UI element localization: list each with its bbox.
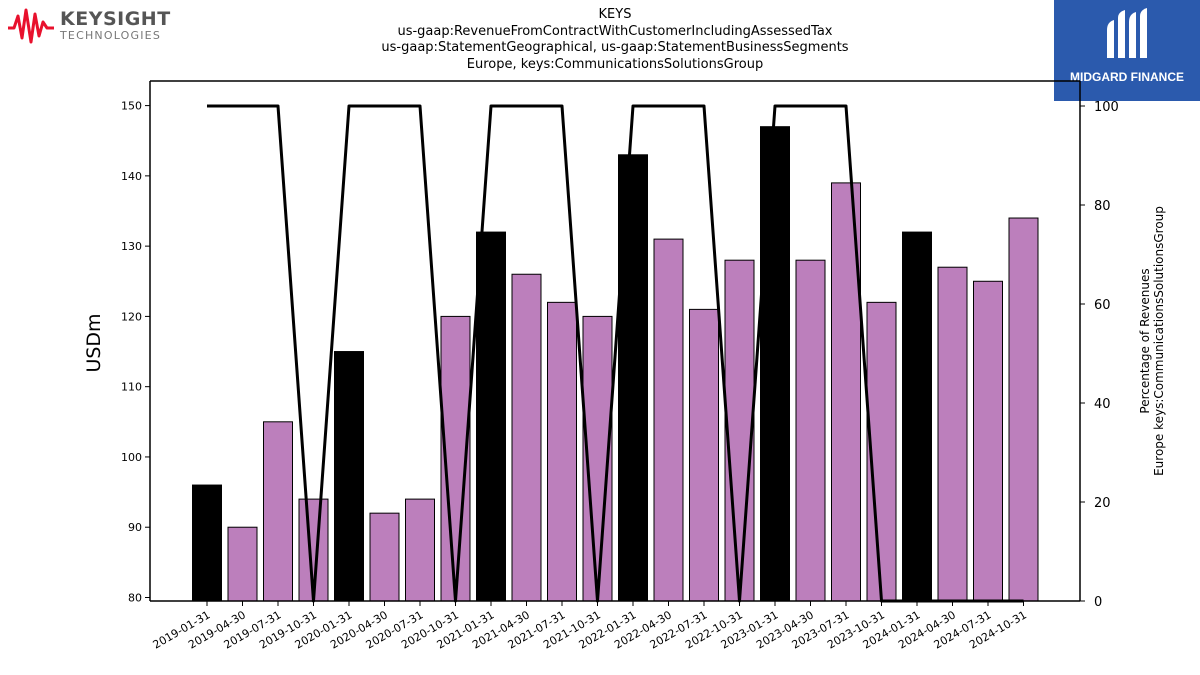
bar-2019-04-30 (227, 526, 258, 602)
y-tick-label-90: 90 (128, 521, 142, 534)
chart-title-line-2: us-gaap:RevenueFromContractWithCustomerI… (397, 24, 833, 39)
bar-2022-07-31 (689, 308, 719, 602)
bar-2022-10-31 (724, 259, 755, 602)
y2-tick-label-80: 80 (1094, 199, 1111, 214)
y-tick-label-100: 100 (121, 451, 142, 464)
keysight-brand-text: KEYSIGHT (60, 8, 171, 30)
bar-2019-01-31 (192, 484, 222, 602)
midgard-finance-logo: MIDGARD FINANCE (1054, 0, 1200, 101)
bar-2020-04-30 (369, 512, 400, 602)
y2-tick-label-40: 40 (1094, 397, 1111, 412)
y-tick-label-80: 80 (128, 591, 142, 604)
keysight-logo: KEYSIGHT TECHNOLOGIES (6, 6, 176, 46)
bar-2023-01-31 (760, 126, 790, 602)
midgard-finance-text: MIDGARD FINANCE (1070, 70, 1184, 84)
y2-tick-label-100: 100 (1094, 100, 1119, 115)
y-tick-label-120: 120 (121, 310, 142, 323)
bar-2022-04-30 (653, 238, 684, 602)
percentage-line (207, 104, 1024, 603)
keysight-wave-icon (8, 8, 54, 44)
chart-title-line-1: KEYS (598, 7, 632, 22)
y2-tick-label-60: 60 (1094, 298, 1111, 313)
bar-2024-07-31 (973, 280, 1003, 602)
chart-title-line-4: Europe, keys:CommunicationsSolutionsGrou… (466, 57, 764, 72)
bar-2021-07-31 (547, 301, 577, 602)
bar-2022-01-31 (618, 154, 648, 602)
bar-2023-04-30 (795, 259, 826, 602)
bar-2020-07-31 (405, 498, 435, 602)
y-tick-label-110: 110 (121, 381, 142, 394)
midgard-mark-icon (1107, 8, 1147, 58)
bar-2024-04-30 (937, 266, 968, 602)
bar-2024-10-31 (1008, 217, 1039, 602)
y2-tick-label-20: 20 (1094, 496, 1111, 511)
y-tick-label-140: 140 (121, 170, 142, 183)
bar-2019-07-31 (263, 421, 293, 602)
keysight-sub-text: TECHNOLOGIES (60, 29, 162, 42)
bar-2021-01-31 (476, 231, 506, 602)
y-tick-label-150: 150 (121, 100, 142, 113)
bar-2020-01-31 (334, 351, 364, 602)
y-tick-label-130: 130 (121, 240, 142, 253)
bar-2021-04-30 (511, 273, 542, 602)
chart-title-line-3: us-gaap:StatementGeographical, us-gaap:S… (381, 40, 849, 55)
bar-2024-01-31 (902, 231, 932, 602)
y2-tick-label-0: 0 (1094, 595, 1102, 610)
